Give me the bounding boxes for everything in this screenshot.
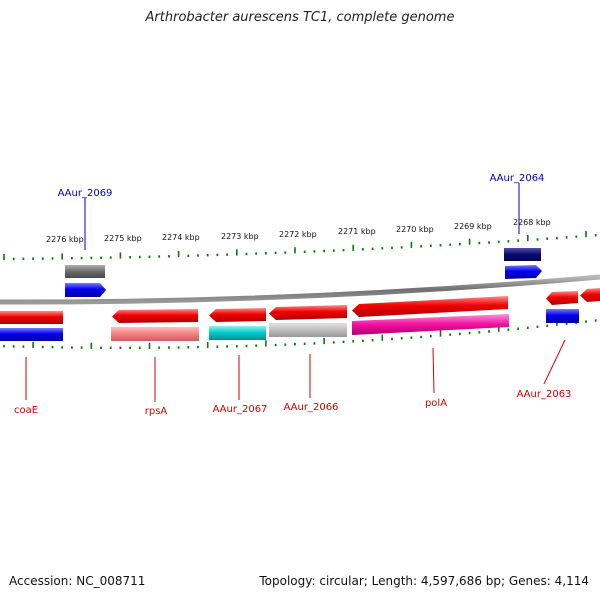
scale-label: 2272 kbp (279, 230, 317, 239)
scale-label: 2270 kbp (396, 225, 434, 234)
label-aaur2063[interactable]: AAur_2063 (517, 389, 572, 400)
reverse-strand-features (0, 288, 600, 341)
leader-pola (432, 347, 435, 394)
accession-text: Accession: NC_008711 (9, 574, 146, 588)
feature-gene-aaur2066[interactable] (269, 323, 347, 337)
feature-gene-aaur2063[interactable] (546, 309, 579, 323)
map-title: Arthrobacter aurescens TC1, complete gen… (145, 10, 455, 25)
label-aaur2067[interactable]: AAur_2067 (213, 404, 268, 415)
genome-summary-text: Topology: circular; Length: 4,597,686 bp… (259, 574, 589, 588)
label-pola[interactable]: polA (425, 398, 447, 409)
scale-label: 2269 kbp (454, 222, 492, 231)
outer-scale-ticks (3, 231, 597, 261)
scale-label: 2274 kbp (162, 233, 200, 242)
gene-labels: AAur_2069 AAur_2064 coaE rpsA AAur_2067 … (14, 173, 571, 417)
scale-label: 2276 kbp (46, 235, 84, 244)
inner-scale-ticks (3, 319, 597, 349)
label-coae[interactable]: coaE (14, 405, 38, 416)
feature-cds-aaur2069[interactable] (65, 283, 106, 297)
scale-label: 2271 kbp (338, 227, 376, 236)
scale-label: 2275 kbp (104, 234, 142, 243)
feature-cds-aaur2066[interactable] (269, 305, 347, 320)
feature-gene-aaur2067[interactable] (209, 326, 266, 340)
feature-cds-pola[interactable] (352, 296, 508, 317)
label-rpsa[interactable]: rpsA (145, 406, 168, 417)
feature-gene-rpsa[interactable] (111, 327, 199, 341)
feature-gene-pola[interactable] (352, 314, 509, 335)
scale-label: 2273 kbp (221, 232, 259, 241)
genome-backbone (0, 274, 600, 305)
label-aaur2064[interactable]: AAur_2064 (490, 173, 545, 184)
feature-cds-aaur2064[interactable] (505, 265, 542, 279)
feature-cds-aaur2067[interactable] (209, 308, 266, 322)
scale-label: 2268 kbp (513, 218, 551, 227)
label-leaders (25, 183, 566, 402)
feature-cds-partial-right[interactable] (580, 288, 600, 302)
feature-gene-coae[interactable] (0, 328, 63, 341)
leader-aaur2063 (543, 339, 566, 385)
forward-strand-features (65, 248, 542, 297)
scale-labels: 2276 kbp 2275 kbp 2274 kbp 2273 kbp 2272… (46, 218, 551, 244)
feature-cds-rpsa[interactable] (112, 309, 198, 323)
label-aaur2069[interactable]: AAur_2069 (58, 188, 113, 199)
feature-cds-coae[interactable] (0, 311, 63, 324)
feature-gene-aaur2064[interactable] (504, 248, 541, 261)
label-aaur2066[interactable]: AAur_2066 (284, 402, 339, 413)
feature-cds-aaur2063[interactable] (546, 291, 578, 305)
feature-gene-aaur2069[interactable] (65, 265, 105, 278)
